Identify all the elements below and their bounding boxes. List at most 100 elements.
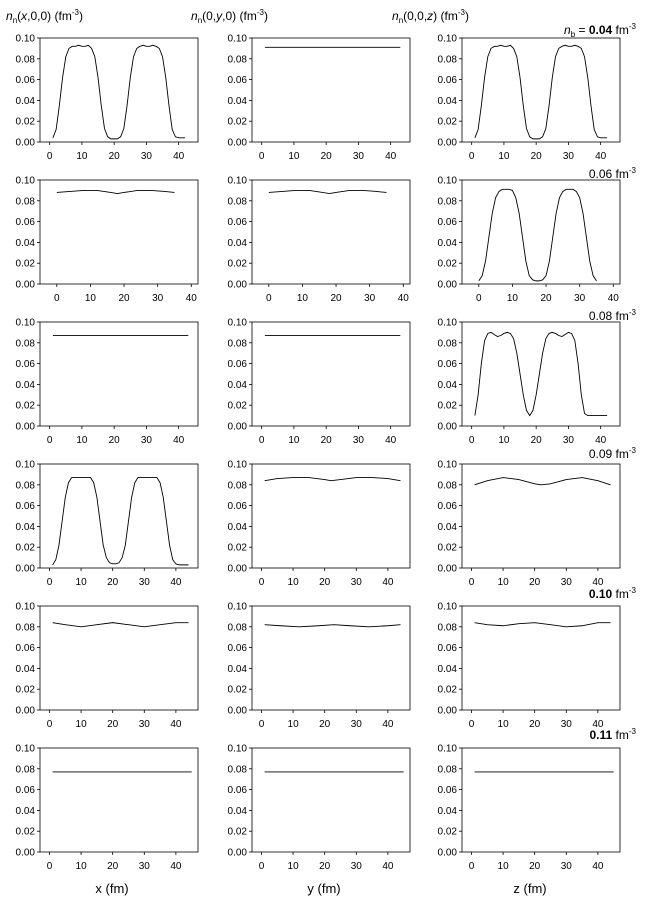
x-tick-label: 30 xyxy=(152,293,164,304)
x-tick-label: 0 xyxy=(469,435,475,446)
x-tick-label: 30 xyxy=(141,435,153,446)
x-tick-label: 40 xyxy=(382,719,394,730)
y-tick-label: 0.04 xyxy=(228,664,248,675)
x-tick-label: 20 xyxy=(529,861,541,872)
x-tick-label: 20 xyxy=(109,151,121,162)
panel-r5-c1: 0.00 0.02 0.04 0.06 0.08 0.10 0 10 20 30 40 xyxy=(228,744,411,872)
y-tick-label: 0.08 xyxy=(16,480,36,491)
x-tick-label: 40 xyxy=(398,293,410,304)
density-line xyxy=(56,189,175,194)
x-tick-label: 0 xyxy=(47,577,53,588)
x-tick-label: 30 xyxy=(353,435,365,446)
row-label-1: 0.06 fm-3 xyxy=(589,166,637,181)
x-tick-label: 10 xyxy=(76,719,88,730)
x-tick-label: 20 xyxy=(531,435,543,446)
y-tick-label: 0.02 xyxy=(228,685,248,696)
y-tick-label: 0.02 xyxy=(438,543,458,554)
panel-r4-c0: 0.00 0.02 0.04 0.06 0.08 0.10 0 10 20 30 40 xyxy=(16,602,199,730)
y-tick-label: 0.06 xyxy=(228,501,248,512)
density-line xyxy=(268,189,387,194)
y-tick-label: 0.10 xyxy=(16,34,36,45)
x-tick-label: 40 xyxy=(170,719,182,730)
y-tick-label: 0.10 xyxy=(438,602,458,613)
plot-frame xyxy=(461,747,621,853)
y-tick-label: 0.08 xyxy=(438,622,458,633)
x-tick-label: 40 xyxy=(170,861,182,872)
y-tick-label: 0.02 xyxy=(16,259,36,270)
y-tick-label: 0.02 xyxy=(16,117,36,128)
x-tick-label: 40 xyxy=(186,293,198,304)
y-tick-label: 0.00 xyxy=(228,280,248,291)
y-tick-label: 0.04 xyxy=(16,522,36,533)
y-tick-label: 0.08 xyxy=(228,622,248,633)
plot-frame xyxy=(39,321,199,427)
panel-r5-c0: 0.00 0.02 0.04 0.06 0.08 0.10 0 10 20 30 40 xyxy=(16,744,199,872)
x-tick-label: 20 xyxy=(319,577,331,588)
y-tick-label: 0.04 xyxy=(228,806,248,817)
panel-r4-c2: 0.00 0.02 0.04 0.06 0.08 0.10 0 10 20 30 40 xyxy=(438,602,621,730)
y-tick-label: 0.08 xyxy=(16,196,36,207)
y-tick-label: 0.00 xyxy=(438,138,458,149)
x-tick-label: 0 xyxy=(259,861,265,872)
x-tick-label: 0 xyxy=(266,293,272,304)
y-tick-label: 0.04 xyxy=(438,806,458,817)
x-axis-label-z: z (fm) xyxy=(513,881,546,896)
column-title-z: nn(0,0,z) (fm-3) xyxy=(392,8,469,25)
panel-r5-c2: 0.00 0.02 0.04 0.06 0.08 0.10 0 10 20 30 40 xyxy=(438,744,621,872)
y-tick-label: 0.02 xyxy=(438,685,458,696)
x-tick-label: 40 xyxy=(592,577,604,588)
row-label-2: 0.08 fm-3 xyxy=(589,308,637,323)
y-tick-label: 0.10 xyxy=(228,460,248,471)
x-tick-label: 20 xyxy=(107,719,119,730)
plot-frame xyxy=(39,37,199,143)
row-label-0: nb = 0.04 fm-3 xyxy=(564,22,637,39)
x-tick-label: 30 xyxy=(139,861,151,872)
x-tick-label: 20 xyxy=(529,577,541,588)
x-tick-label: 0 xyxy=(47,435,53,446)
x-tick-label: 30 xyxy=(141,151,153,162)
x-tick-label: 10 xyxy=(85,293,97,304)
y-tick-label: 0.06 xyxy=(16,501,36,512)
x-tick-label: 10 xyxy=(498,577,510,588)
panel-r2-c1: 0.00 0.02 0.04 0.06 0.08 0.10 0 10 20 30 40 xyxy=(228,318,411,446)
x-tick-label: 30 xyxy=(561,861,573,872)
y-tick-label: 0.08 xyxy=(438,196,458,207)
x-tick-label: 10 xyxy=(498,861,510,872)
y-tick-label: 0.10 xyxy=(16,602,36,613)
panel-r0-c2: 0.00 0.02 0.04 0.06 0.08 0.10 0 10 20 30 40 xyxy=(438,34,621,162)
x-tick-label: 40 xyxy=(170,577,182,588)
y-tick-label: 0.00 xyxy=(438,280,458,291)
density-line xyxy=(474,477,611,486)
panel-r2-c2: 0.00 0.02 0.04 0.06 0.08 0.10 0 10 20 30 40 xyxy=(438,318,621,446)
y-tick-label: 0.06 xyxy=(16,643,36,654)
y-tick-label: 0.02 xyxy=(228,543,248,554)
y-tick-label: 0.00 xyxy=(16,848,36,859)
plot-frame xyxy=(461,605,621,711)
x-tick-label: 0 xyxy=(469,577,475,588)
y-tick-label: 0.04 xyxy=(16,96,36,107)
density-line xyxy=(52,477,189,566)
plot-frame xyxy=(251,37,411,143)
y-tick-label: 0.08 xyxy=(438,480,458,491)
x-tick-label: 10 xyxy=(76,861,88,872)
plot-frame xyxy=(39,179,199,285)
x-tick-label: 40 xyxy=(592,861,604,872)
plot-frame xyxy=(251,321,411,427)
y-tick-label: 0.00 xyxy=(16,706,36,717)
density-line xyxy=(474,44,608,140)
x-tick-label: 10 xyxy=(76,577,88,588)
panel-r1-c1: 0.00 0.02 0.04 0.06 0.08 0.10 0 10 20 30 40 xyxy=(228,176,411,304)
x-tick-label: 10 xyxy=(507,293,519,304)
y-tick-label: 0.08 xyxy=(228,764,248,775)
y-tick-label: 0.00 xyxy=(16,564,36,575)
y-tick-label: 0.06 xyxy=(228,785,248,796)
y-tick-label: 0.06 xyxy=(228,643,248,654)
panel-r0-c0: 0.00 0.02 0.04 0.06 0.08 0.10 0 10 20 30 40 xyxy=(16,34,199,162)
y-tick-label: 0.00 xyxy=(228,706,248,717)
panel-r0-c1: 0.00 0.02 0.04 0.06 0.08 0.10 0 10 20 30 40 xyxy=(228,34,411,162)
x-tick-label: 0 xyxy=(47,861,53,872)
y-tick-label: 0.04 xyxy=(228,522,248,533)
panel-r4-c1: 0.00 0.02 0.04 0.06 0.08 0.10 0 10 20 30 40 xyxy=(228,602,411,730)
y-tick-label: 0.02 xyxy=(228,827,248,838)
